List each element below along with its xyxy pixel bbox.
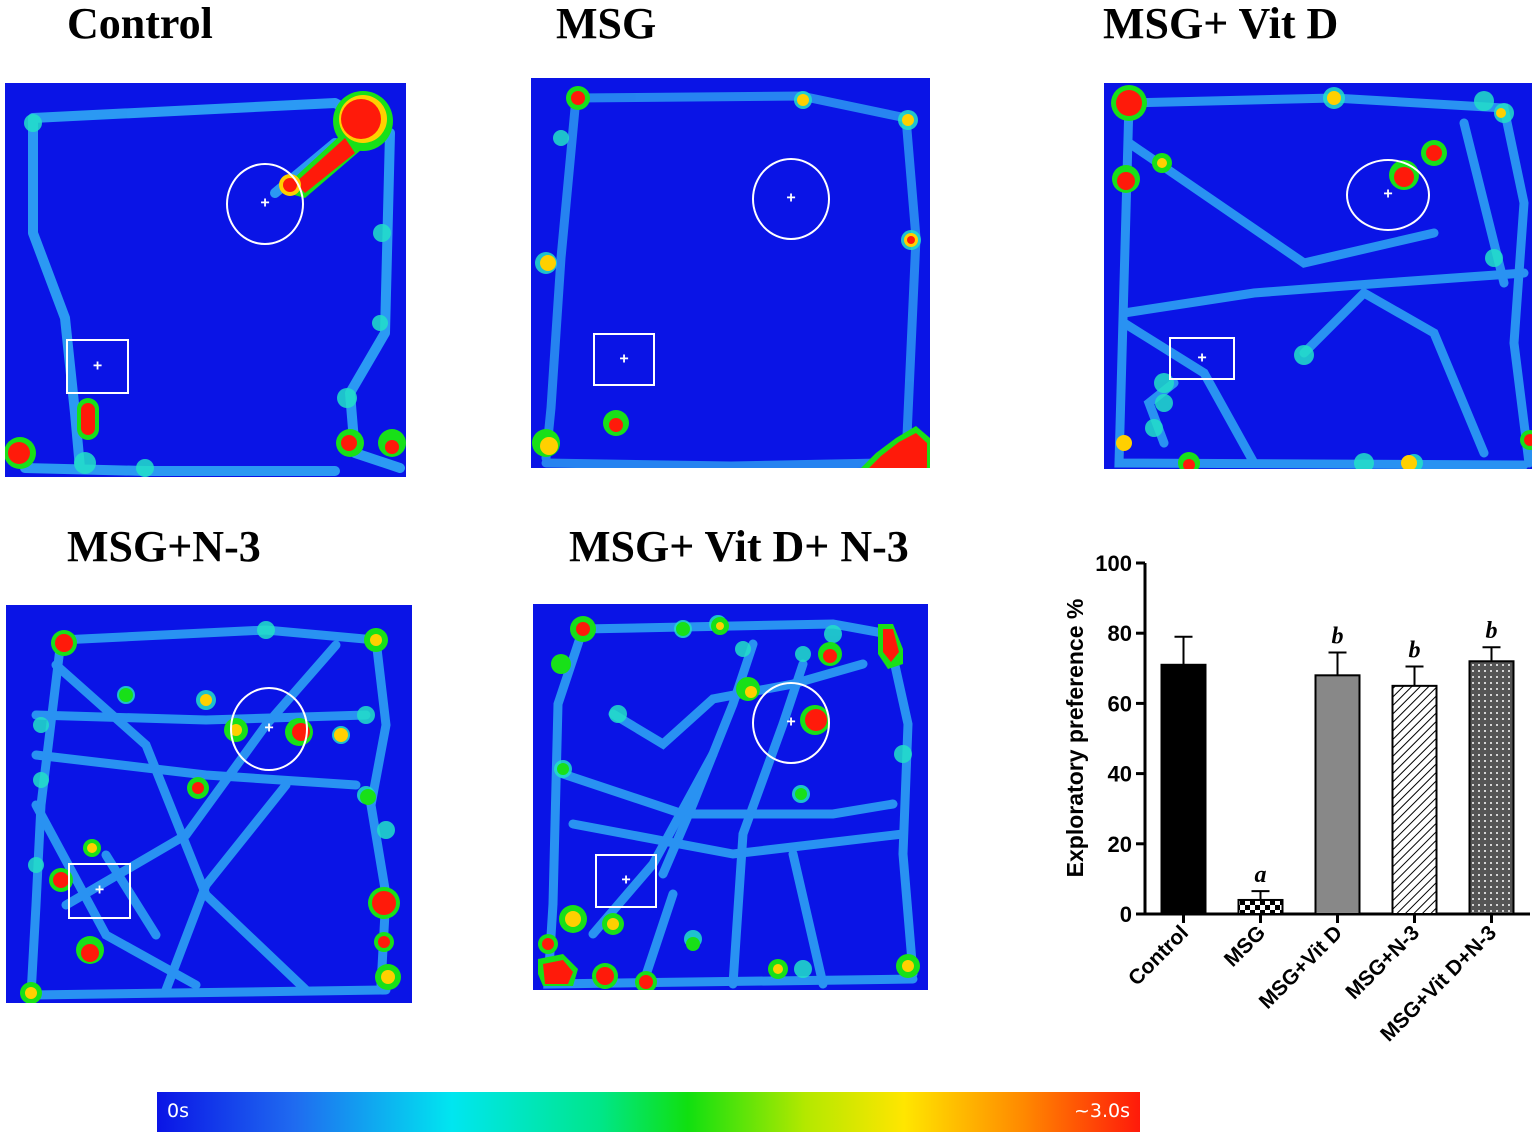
significance-label: a: [1255, 862, 1267, 888]
familiar-object-zone: +: [68, 863, 131, 919]
x-tick-label: MSG: [1220, 921, 1270, 971]
y-tick-label: 20: [1108, 832, 1132, 857]
novel-object-zone: +: [1346, 159, 1430, 231]
novel-object-zone: +: [230, 687, 308, 771]
heatmap-msg: + +: [531, 78, 930, 468]
novel-object-zone: +: [226, 163, 304, 245]
y-tick-label: 100: [1095, 551, 1132, 576]
heatmap-control-tracks: [5, 91, 406, 477]
panel-title-msg: MSG: [556, 0, 657, 48]
heatmap-control: + +: [5, 83, 406, 477]
novel-object-zone: +: [752, 682, 830, 764]
familiar-object-zone: +: [593, 333, 655, 386]
y-tick-label: 80: [1108, 621, 1132, 646]
bar-4: [1391, 684, 1438, 915]
x-tick-label: MSG+N-3: [1341, 921, 1424, 1004]
heatmap-msg-n3: + +: [6, 605, 412, 1003]
heatmap-msg-vitd: + +: [1104, 83, 1532, 469]
color-scale-min-label: 0s: [167, 1100, 189, 1122]
heatmap-msg-vitd-tracks: [1111, 85, 1532, 469]
panel-title-msg-n3: MSG+N-3: [67, 522, 261, 571]
familiar-object-zone: +: [66, 339, 129, 394]
y-axis-label: Exploratory preference %: [1062, 599, 1088, 878]
bar-3: [1314, 674, 1361, 915]
panel-title-msg-vitd-n3: MSG+ Vit D+ N-3: [569, 522, 909, 571]
significance-label: b: [1486, 618, 1498, 644]
familiar-object-zone: +: [1169, 337, 1235, 380]
y-tick-label: 60: [1108, 691, 1132, 716]
significance-label: b: [1409, 638, 1421, 664]
color-scale-max-label: ~3.0s: [1073, 1100, 1130, 1122]
heatmap-msg-vitd-n3: + +: [533, 604, 928, 990]
x-tick-label: MSG+Vit D: [1255, 921, 1347, 1013]
heatmap-msg-n3-tracks: [20, 621, 401, 1003]
panel-title-control: Control: [67, 0, 213, 48]
y-axis: 0 20 40 60 80 100: [1095, 551, 1147, 927]
exploratory-preference-chart: Exploratory preference % 0 20 40 60 80 100 Co…: [1062, 551, 1530, 1046]
familiar-object-zone: +: [595, 854, 657, 908]
y-tick-label: 0: [1120, 902, 1132, 927]
significance-label: b: [1332, 624, 1344, 650]
bar-2: [1237, 898, 1284, 915]
x-tick-label: Control: [1124, 921, 1193, 990]
heatmap-color-scale: 0s ~3.0s: [157, 1092, 1140, 1132]
bars: a b b b: [1160, 618, 1515, 915]
heatmap-msg-tracks: [532, 86, 930, 468]
bar-5: [1468, 660, 1515, 915]
heatmap-msg-vitd-n3-tracks: [538, 615, 920, 990]
novel-object-zone: +: [752, 158, 830, 240]
bar-1: [1160, 663, 1207, 915]
panel-title-msg-vitd: MSG+ Vit D: [1103, 0, 1339, 48]
y-tick-label: 40: [1108, 762, 1132, 787]
